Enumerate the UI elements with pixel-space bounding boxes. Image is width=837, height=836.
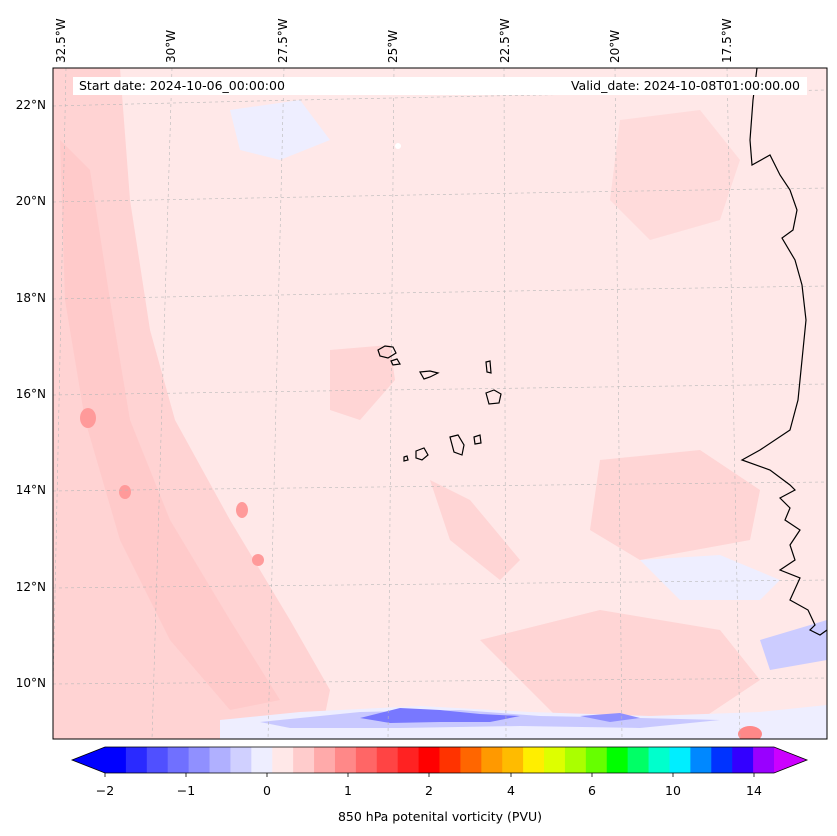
colorbar-swatch (314, 747, 336, 773)
colorbar-swatch (564, 747, 587, 773)
lat-label-14n: 14°N (15, 483, 46, 497)
colorbar-swatch (690, 747, 712, 773)
colorbar-tick: 6 (588, 783, 596, 798)
coastline (377, 68, 827, 636)
colorbar-tick: −2 (95, 783, 115, 798)
colorbar-swatch (209, 747, 231, 773)
lon-label-27-5w: 27.5°W (276, 18, 290, 63)
colorbar-tick: 1 (344, 783, 352, 798)
africa-coast (740, 68, 827, 636)
colorbar-tick: 14 (746, 783, 762, 798)
colorbar-swatch (460, 747, 482, 773)
lon-label-25w: 25°W (386, 29, 400, 63)
colorbar-tick: 10 (665, 783, 681, 798)
gridlines (53, 68, 827, 739)
island-santiago (449, 434, 465, 456)
pv-spot-5 (738, 726, 762, 739)
island-boa-vista (485, 389, 502, 405)
pv-spot-4 (252, 554, 264, 566)
pv-negative-patch-3 (760, 620, 827, 670)
lat-label-12n: 12°N (15, 580, 46, 594)
colorbar-swatch (125, 747, 148, 773)
colorbar-swatch (355, 747, 378, 773)
colorbar-swatch (585, 747, 608, 773)
colorbar-swatch (188, 747, 211, 773)
lon-label-32-5w: 32.5°W (54, 18, 68, 63)
colorbar-swatch (669, 747, 691, 773)
map-frame (52, 67, 828, 740)
lon-label-17-5w: 17.5°W (720, 18, 734, 63)
colorbar-swatch (251, 747, 273, 773)
colorbar (70, 746, 809, 777)
colorbar-swatch (606, 747, 629, 773)
island-brava (403, 455, 409, 462)
colorbar-swatch (146, 747, 169, 773)
pv-patch-mid (430, 480, 520, 580)
pv-patch-center (330, 345, 395, 420)
colorbar-extend-right (774, 747, 807, 773)
colorbar-swatch (481, 747, 503, 773)
pv-negative-patch-2 (640, 555, 780, 600)
pv-band-west-inner (60, 140, 280, 710)
colorbar-swatch (544, 747, 566, 773)
info-bar (73, 77, 807, 95)
colorbar-tick: 2 (425, 783, 433, 798)
colorbar-label: 850 hPa potenital vorticity (PVU) (337, 809, 543, 824)
island-sao-vicente (390, 358, 401, 366)
colorbar-swatch (502, 747, 524, 773)
pv-spot-3 (236, 502, 248, 518)
colorbar-swatch (753, 747, 775, 773)
colorbar-extend-left (72, 747, 105, 773)
island-fogo (415, 447, 429, 461)
colorbar-swatch (230, 747, 252, 773)
valid-date-label: Valid_date: 2024-10-08T01:00:00.00 (570, 78, 800, 93)
island-santo-antao (377, 345, 397, 359)
colorbar-swatch (711, 747, 733, 773)
colorbar-swatch (272, 747, 294, 773)
pv-negative-core (360, 708, 520, 723)
colorbar-swatch (732, 747, 754, 773)
pv-field (53, 68, 827, 739)
colorbar-swatch (523, 747, 545, 773)
colorbar-swatch (105, 747, 127, 773)
lat-label-18n: 18°N (15, 291, 46, 305)
pv-negative-core-2 (580, 713, 640, 722)
colorbar-swatch (648, 747, 670, 773)
pv-patch-ne (610, 110, 740, 240)
colorbar-tick: 0 (263, 783, 271, 798)
colorbar-swatch (418, 747, 440, 773)
colorbar-swatch (293, 747, 315, 773)
colorbar-swatch (439, 747, 461, 773)
lon-label-20w: 20°W (608, 29, 622, 63)
colorbar-swatch (627, 747, 650, 773)
pv-spot-2 (119, 485, 131, 499)
pv-band-west (53, 68, 330, 739)
island-sal (485, 360, 492, 374)
colorbar-swatch (397, 747, 420, 773)
lat-label-10n: 10°N (15, 676, 46, 690)
lon-label-30w: 30°W (164, 29, 178, 63)
marker-dot (395, 143, 401, 149)
island-sao-nicolau (419, 370, 440, 380)
pv-spot-1 (80, 408, 96, 428)
lon-label-22-5w: 22.5°W (498, 18, 512, 63)
pv-patch-east (590, 450, 760, 560)
colorbar-swatch (376, 747, 399, 773)
pv-negative-patch-1 (230, 100, 330, 160)
colorbar-tick: −1 (176, 783, 196, 798)
colorbar-swatch (167, 747, 190, 773)
lat-label-20n: 20°N (15, 194, 46, 208)
colorbar-tick: 4 (507, 783, 515, 798)
start-date-label: Start date: 2024-10-06_00:00:00 (79, 78, 285, 93)
lat-label-16n: 16°N (15, 387, 46, 401)
colorbar-swatch (334, 747, 357, 773)
lat-label-22n: 22°N (15, 98, 46, 112)
island-maio (473, 434, 482, 445)
pv-patch-se (480, 610, 760, 720)
